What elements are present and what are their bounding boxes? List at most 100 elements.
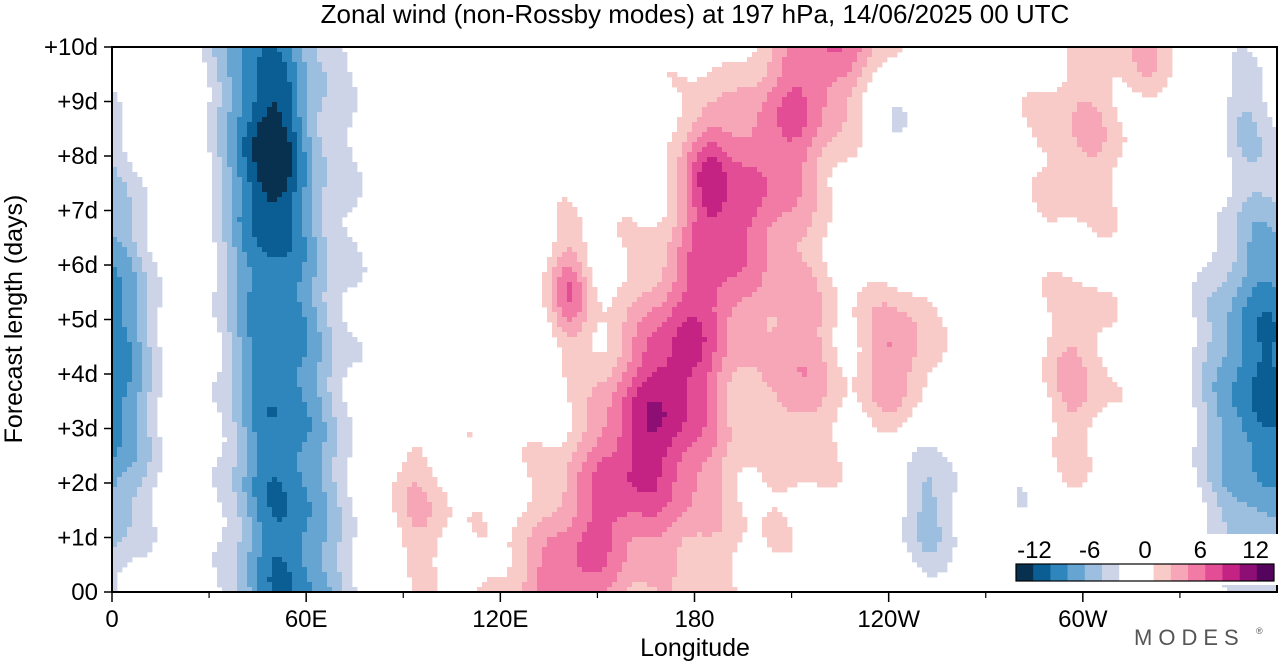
- heatmap-cell: [317, 52, 348, 58]
- heatmap-cell: [212, 197, 223, 203]
- heatmap-cell: [117, 542, 153, 548]
- heatmap-cell: [1262, 347, 1273, 353]
- heatmap-cell: [112, 222, 133, 228]
- heatmap-cell: [122, 177, 143, 183]
- colorbar-swatch: [1033, 564, 1051, 581]
- heatmap-cell: [312, 297, 323, 303]
- heatmap-cell: [687, 152, 698, 158]
- heatmap-cell: [412, 517, 428, 523]
- heatmap-cell: [122, 297, 138, 303]
- heatmap-cell: [217, 107, 233, 113]
- heatmap-cell: [247, 332, 308, 338]
- heatmap-cell: [1227, 327, 1243, 333]
- heatmap-cell: [112, 272, 118, 278]
- heatmap-cell: [757, 112, 778, 118]
- heatmap-cell: [937, 517, 953, 523]
- heatmap-cell: [627, 307, 653, 313]
- heatmap-cell: [407, 567, 438, 573]
- heatmap-cell: [247, 427, 253, 433]
- heatmap-cell: [622, 407, 633, 413]
- heatmap-cell: [872, 322, 918, 328]
- heatmap-cell: [307, 407, 323, 413]
- heatmap-cell: [857, 352, 873, 358]
- heatmap-cell: [217, 492, 238, 498]
- heatmap-cell: [1207, 437, 1223, 443]
- heatmap-cell: [242, 142, 253, 148]
- y-tick-label: +3d: [57, 416, 98, 443]
- heatmap-cell: [222, 182, 233, 188]
- heatmap-cell: [217, 122, 228, 128]
- heatmap-cell: [722, 512, 743, 518]
- heatmap-cell: [262, 522, 308, 528]
- heatmap-cell: [112, 327, 128, 333]
- heatmap-cell: [242, 537, 253, 543]
- heatmap-cell: [567, 382, 598, 388]
- heatmap-cell: [252, 397, 303, 403]
- heatmap-cell: [227, 252, 238, 258]
- heatmap-cell: [857, 322, 873, 328]
- heatmap-cell: [252, 197, 268, 203]
- heatmap-cell: [1197, 322, 1213, 328]
- heatmap-cell: [607, 332, 623, 338]
- heatmap-cell: [717, 337, 728, 343]
- heatmap-cell: [632, 422, 648, 428]
- heatmap-cell: [912, 452, 943, 458]
- heatmap-cell: [287, 492, 308, 498]
- heatmap-cell: [297, 102, 308, 108]
- heatmap-cell: [542, 557, 578, 563]
- heatmap-cell: [687, 257, 748, 263]
- heatmap-cell: [237, 267, 253, 273]
- heatmap-cell: [307, 527, 328, 533]
- heatmap-cell: [627, 272, 663, 278]
- heatmap-cell: [117, 172, 138, 178]
- colorbar-label: 6: [1194, 537, 1207, 564]
- colorbar-swatch: [1102, 564, 1120, 581]
- heatmap-cell: [622, 432, 633, 438]
- colorbar-swatch: [1050, 564, 1068, 581]
- heatmap-cell: [222, 537, 243, 543]
- heatmap-cell: [1052, 412, 1098, 418]
- heatmap-cell: [122, 397, 138, 403]
- heatmap-cell: [242, 147, 253, 153]
- heatmap-cell: [767, 542, 793, 548]
- heatmap-cell: [657, 482, 673, 488]
- heatmap-cell: [322, 107, 358, 113]
- heatmap-cell: [867, 62, 883, 68]
- heatmap-cell: [397, 477, 438, 483]
- heatmap-cell: [292, 152, 298, 158]
- heatmap-cell: [702, 352, 713, 358]
- heatmap-cell: [1207, 262, 1233, 268]
- heatmap-cell: [1247, 302, 1278, 308]
- heatmap-cell: [257, 567, 273, 573]
- heatmap-cell: [337, 492, 348, 498]
- heatmap-cell: [302, 57, 318, 63]
- heatmap-cell: [1227, 102, 1268, 108]
- heatmap-cell: [247, 297, 298, 303]
- heatmap-cell: [1227, 317, 1243, 323]
- heatmap-cell: [717, 432, 733, 438]
- heatmap-cell: [512, 527, 533, 533]
- heatmap-cell: [1037, 202, 1113, 208]
- heatmap-cell: [722, 472, 738, 478]
- heatmap-cell: [717, 387, 728, 393]
- heatmap-cell: [252, 142, 293, 148]
- heatmap-cell: [292, 207, 303, 213]
- heatmap-cell: [412, 482, 418, 488]
- heatmap-cell: [292, 582, 313, 588]
- heatmap-cell: [222, 362, 233, 368]
- heatmap-cell: [302, 547, 323, 553]
- heatmap-cell: [702, 357, 713, 363]
- heatmap-cell: [857, 357, 873, 363]
- heatmap-cell: [327, 577, 343, 583]
- heatmap-cell: [342, 572, 353, 578]
- heatmap-cell: [1257, 322, 1278, 328]
- heatmap-cell: [687, 412, 708, 418]
- heatmap-cell: [302, 217, 313, 223]
- heatmap-cell: [122, 317, 138, 323]
- heatmap-cell: [1222, 207, 1243, 213]
- axes: 0 60E 120E 180 120W 60W00+1d+2d+3d+4d+5d+6d+7…: [44, 34, 1181, 633]
- heatmap-cell: [267, 412, 278, 418]
- heatmap-cell: [727, 337, 823, 343]
- heatmap-cell: [222, 447, 238, 453]
- heatmap-cell: [522, 457, 573, 463]
